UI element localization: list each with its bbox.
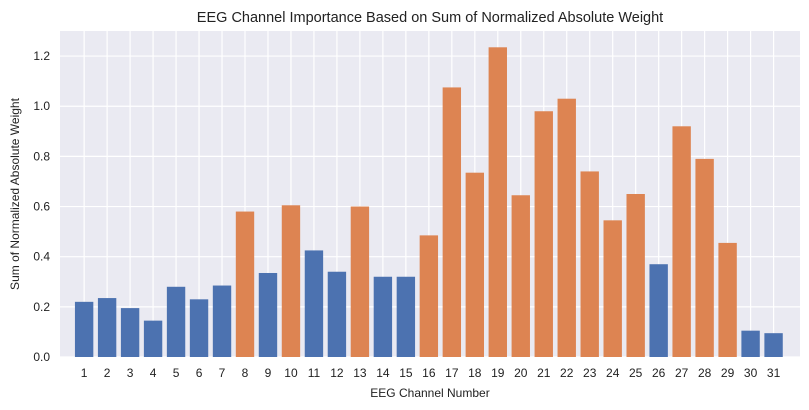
bar-channel-12 bbox=[327, 271, 347, 357]
bar-channel-26 bbox=[649, 264, 668, 357]
bar-channel-19 bbox=[488, 47, 507, 358]
x-tick-label: 25 bbox=[629, 366, 643, 380]
x-tick-label: 2 bbox=[104, 366, 111, 380]
x-tick-label: 23 bbox=[583, 366, 597, 380]
bar-channel-31 bbox=[764, 333, 783, 357]
x-tick-label: 5 bbox=[173, 366, 180, 380]
x-tick-label: 20 bbox=[514, 366, 528, 380]
bar-channel-21 bbox=[534, 111, 553, 357]
bar-channel-29 bbox=[718, 242, 737, 357]
chart-title: EEG Channel Importance Based on Sum of N… bbox=[197, 10, 663, 26]
x-tick-label: 19 bbox=[491, 366, 505, 380]
x-tick-label: 4 bbox=[150, 366, 157, 380]
bar-channel-11 bbox=[304, 250, 324, 357]
y-tick-label: 0.6 bbox=[33, 200, 50, 214]
x-tick-label: 21 bbox=[537, 366, 551, 380]
bar-channel-13 bbox=[350, 206, 370, 357]
bar-channel-17 bbox=[442, 87, 462, 357]
y-tick-label: 0.8 bbox=[33, 149, 50, 163]
x-tick-label: 26 bbox=[652, 366, 666, 380]
bar-channel-7 bbox=[212, 285, 232, 357]
x-tick-label: 12 bbox=[330, 366, 344, 380]
x-tick-label: 8 bbox=[242, 366, 249, 380]
bar-channel-10 bbox=[281, 205, 301, 357]
y-tick-label: 0.0 bbox=[33, 350, 50, 364]
x-tick-label: 10 bbox=[284, 366, 298, 380]
x-tick-label: 15 bbox=[399, 366, 413, 380]
x-tick-label: 29 bbox=[721, 366, 735, 380]
bar-channel-4 bbox=[143, 320, 163, 357]
bar-channel-2 bbox=[97, 298, 117, 357]
x-tick-labels: 1 2 3 4 5 6 7 8 9 10 11 12 13 14 15 16 17 18 19 20 21 22 23 24 2… bbox=[81, 366, 781, 380]
bar-channel-30 bbox=[741, 330, 760, 357]
bar-channel-24 bbox=[603, 220, 622, 357]
bar-channel-3 bbox=[120, 308, 140, 357]
x-tick-label: 31 bbox=[767, 366, 781, 380]
y-tick-label: 1.0 bbox=[33, 99, 50, 113]
x-tick-label: 9 bbox=[265, 366, 272, 380]
bar-channel-22 bbox=[557, 98, 576, 357]
bar-channel-20 bbox=[511, 195, 530, 357]
bar-channel-23 bbox=[580, 171, 599, 357]
x-tick-label: 7 bbox=[219, 366, 226, 380]
x-tick-label: 17 bbox=[445, 366, 459, 380]
y-tick-labels: 0.0 0.2 0.4 0.6 0.8 1.0 1.2 bbox=[33, 49, 50, 364]
x-tick-label: 3 bbox=[127, 366, 134, 380]
x-tick-label: 28 bbox=[698, 366, 712, 380]
x-tick-label: 13 bbox=[353, 366, 367, 380]
bar-channel-25 bbox=[626, 194, 645, 357]
bar-channel-27 bbox=[672, 126, 691, 358]
x-tick-label: 1 bbox=[81, 366, 88, 380]
bars bbox=[74, 47, 783, 358]
bar-channel-16 bbox=[419, 235, 439, 357]
x-tick-label: 18 bbox=[468, 366, 482, 380]
bar-channel-6 bbox=[189, 299, 209, 357]
x-tick-label: 11 bbox=[308, 366, 321, 380]
bar-channel-5 bbox=[166, 286, 186, 357]
x-tick-label: 14 bbox=[376, 366, 390, 380]
x-tick-label: 24 bbox=[606, 366, 620, 380]
bar-channel-14 bbox=[373, 276, 393, 357]
y-tick-label: 0.4 bbox=[33, 250, 50, 264]
y-axis-label: Sum of Normalized Absolute Weight bbox=[8, 97, 22, 290]
x-tick-label: 6 bbox=[196, 366, 203, 380]
bar-channel-8 bbox=[235, 211, 255, 357]
y-tick-label: 0.2 bbox=[33, 300, 50, 314]
x-tick-label: 30 bbox=[744, 366, 758, 380]
bar-channel-15 bbox=[396, 276, 416, 357]
y-tick-label: 1.2 bbox=[33, 49, 50, 63]
bar-channel-9 bbox=[258, 272, 278, 357]
x-tick-label: 16 bbox=[422, 366, 436, 380]
bar-channel-18 bbox=[465, 172, 485, 357]
bar-channel-1 bbox=[74, 301, 94, 357]
x-tick-label: 27 bbox=[675, 366, 689, 380]
bar-channel-28 bbox=[695, 158, 714, 357]
x-axis-label: EEG Channel Number bbox=[370, 386, 489, 400]
x-tick-label: 22 bbox=[560, 366, 574, 380]
